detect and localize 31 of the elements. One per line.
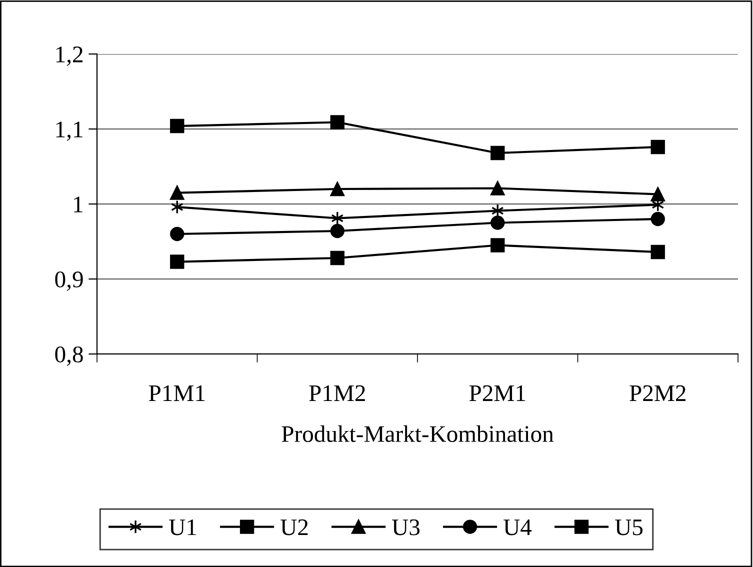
y-tick-label: 1 [74, 196, 82, 212]
point [330, 115, 344, 130]
x-tick-label: P2M2 [630, 385, 686, 401]
point [170, 118, 184, 134]
legend-label: U1 [169, 519, 196, 536]
x-tick-label: P1M1 [148, 385, 205, 401]
point [650, 140, 665, 154]
y-tick-label: 1,2 [56, 46, 83, 66]
x-tick-label: P2M1 [469, 385, 526, 401]
point [330, 224, 344, 238]
point [490, 181, 505, 196]
y-tick-label: 1,1 [56, 122, 82, 141]
legend-label: U5 [615, 520, 643, 536]
point [330, 182, 344, 196]
point [650, 187, 665, 202]
point [170, 226, 184, 242]
y-tick-label: 0,9 [55, 271, 83, 291]
x-tick-label: P1M2 [309, 385, 365, 401]
point [490, 216, 505, 230]
x-axis-title: Produkt-Markt-Kombination [282, 425, 554, 442]
point [650, 212, 665, 226]
point [490, 238, 505, 252]
point [170, 254, 184, 269]
legend-label: U3 [392, 519, 420, 536]
legend-label: U2 [280, 519, 308, 536]
y-tick-label: 0,8 [55, 346, 83, 366]
point [330, 250, 344, 266]
point [650, 244, 665, 260]
point [490, 146, 505, 160]
point [170, 186, 184, 200]
legend-label: U4 [504, 520, 532, 536]
